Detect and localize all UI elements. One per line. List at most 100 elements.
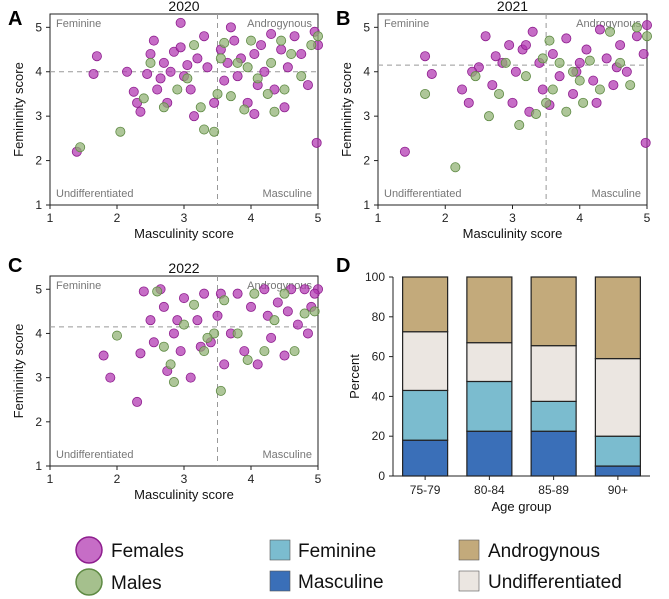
x-tick-label: 3	[181, 472, 188, 486]
bar-segment-undifferentiated	[466, 342, 513, 383]
panel-letter: C	[8, 255, 22, 277]
female-point	[640, 137, 651, 148]
female-point	[642, 20, 653, 31]
panel-letter: B	[336, 8, 350, 30]
female-point	[232, 71, 243, 82]
x-tick-label: 1	[375, 211, 382, 225]
x-tick-label: 5	[315, 211, 322, 225]
male-point	[252, 73, 263, 84]
male-point	[483, 111, 494, 122]
female-point	[252, 359, 263, 370]
male-point	[168, 377, 179, 388]
bar-segment-masculine	[530, 430, 577, 477]
female-point	[463, 97, 474, 108]
female-point	[219, 359, 230, 370]
y-tick-label: 100	[365, 270, 385, 284]
y-tick-label: 4	[35, 65, 42, 79]
male-point	[574, 75, 585, 86]
male-point	[615, 57, 626, 68]
male-point	[537, 53, 548, 64]
female-point	[135, 106, 146, 117]
y-tick-label: 4	[363, 65, 370, 79]
female-point	[175, 17, 186, 28]
x-tick-label: 2	[114, 211, 121, 225]
male-point	[239, 104, 250, 115]
female-point	[175, 42, 186, 53]
y-tick-label: 3	[35, 109, 42, 123]
bar-segment-masculine	[466, 430, 513, 477]
x-tick-label: 2	[114, 472, 121, 486]
female-point	[189, 111, 200, 122]
female-point	[420, 51, 431, 62]
male-point	[75, 142, 86, 153]
female-point	[507, 97, 518, 108]
female-point	[581, 44, 592, 55]
legend-label-feminine: Feminine	[298, 541, 376, 562]
male-point	[500, 57, 511, 68]
female-point	[547, 48, 558, 59]
x-axis-label: Masculinity score	[134, 226, 234, 241]
x-tick-label: 80-84	[474, 483, 505, 497]
x-tick-label: 75-79	[410, 483, 441, 497]
bar-segment-masculine	[402, 439, 449, 477]
female-point	[165, 66, 176, 77]
quadrant-label-feminine: Feminine	[56, 280, 101, 292]
female-point	[185, 84, 196, 95]
female-point	[574, 57, 585, 68]
quadrant-label-androgynous: Androgynous	[576, 18, 641, 30]
female-point	[158, 57, 169, 68]
male-point	[286, 48, 297, 59]
y-tick-label: 3	[363, 109, 370, 123]
male-point	[494, 88, 505, 99]
female-point	[148, 337, 159, 348]
legend: Females Males Feminine Masculine Androgynous…	[75, 536, 622, 596]
x-tick-label: 3	[181, 211, 188, 225]
male-point	[631, 22, 642, 33]
plot-title: 2020	[168, 0, 199, 14]
female-point	[266, 28, 277, 39]
female-point	[142, 68, 153, 79]
male-point	[420, 88, 431, 99]
bar-segment-undifferentiated	[594, 357, 641, 437]
x-axis-label: Masculinity score	[134, 487, 234, 502]
y-tick-label: 5	[363, 20, 370, 34]
male-point	[262, 88, 273, 99]
bar-segment-androgynous	[466, 276, 513, 344]
male-point	[195, 102, 206, 113]
male-point	[158, 102, 169, 113]
male-point	[209, 126, 220, 137]
quadrant-label-undifferentiated: Undifferentiated	[384, 188, 461, 200]
male-point	[312, 31, 323, 42]
female-point	[279, 350, 290, 361]
male-point	[242, 62, 253, 73]
female-point	[279, 102, 290, 113]
male-point	[145, 57, 156, 68]
y-tick-label: 20	[372, 429, 386, 443]
female-point	[638, 48, 649, 59]
female-point	[299, 284, 310, 295]
y-tick-label: 1	[35, 198, 42, 212]
female-point	[135, 348, 146, 359]
male-point	[215, 385, 226, 396]
female-point	[178, 293, 189, 304]
bar-panel-d: D 0 20 40 60 80 100 75-79 80-84 85-89 90+ Age group…	[336, 255, 650, 514]
y-tick-label: 0	[378, 469, 385, 483]
female-point	[594, 24, 605, 35]
male-point	[279, 288, 290, 299]
male-point	[470, 71, 481, 82]
male-point	[269, 315, 280, 326]
female-point	[504, 40, 515, 51]
bar-segment-feminine	[402, 389, 449, 441]
female-point	[175, 346, 186, 357]
female-point	[122, 66, 133, 77]
male-point	[165, 359, 176, 370]
y-tick-label: 80	[372, 310, 386, 324]
female-point	[588, 75, 599, 86]
y-axis-label: Femininity score	[11, 324, 26, 419]
bar-segment-androgynous	[530, 276, 577, 347]
female-point	[621, 66, 632, 77]
male-point	[202, 332, 213, 343]
male-point	[172, 84, 183, 95]
female-point	[302, 80, 313, 91]
legend-swatch-masculine	[269, 570, 291, 592]
